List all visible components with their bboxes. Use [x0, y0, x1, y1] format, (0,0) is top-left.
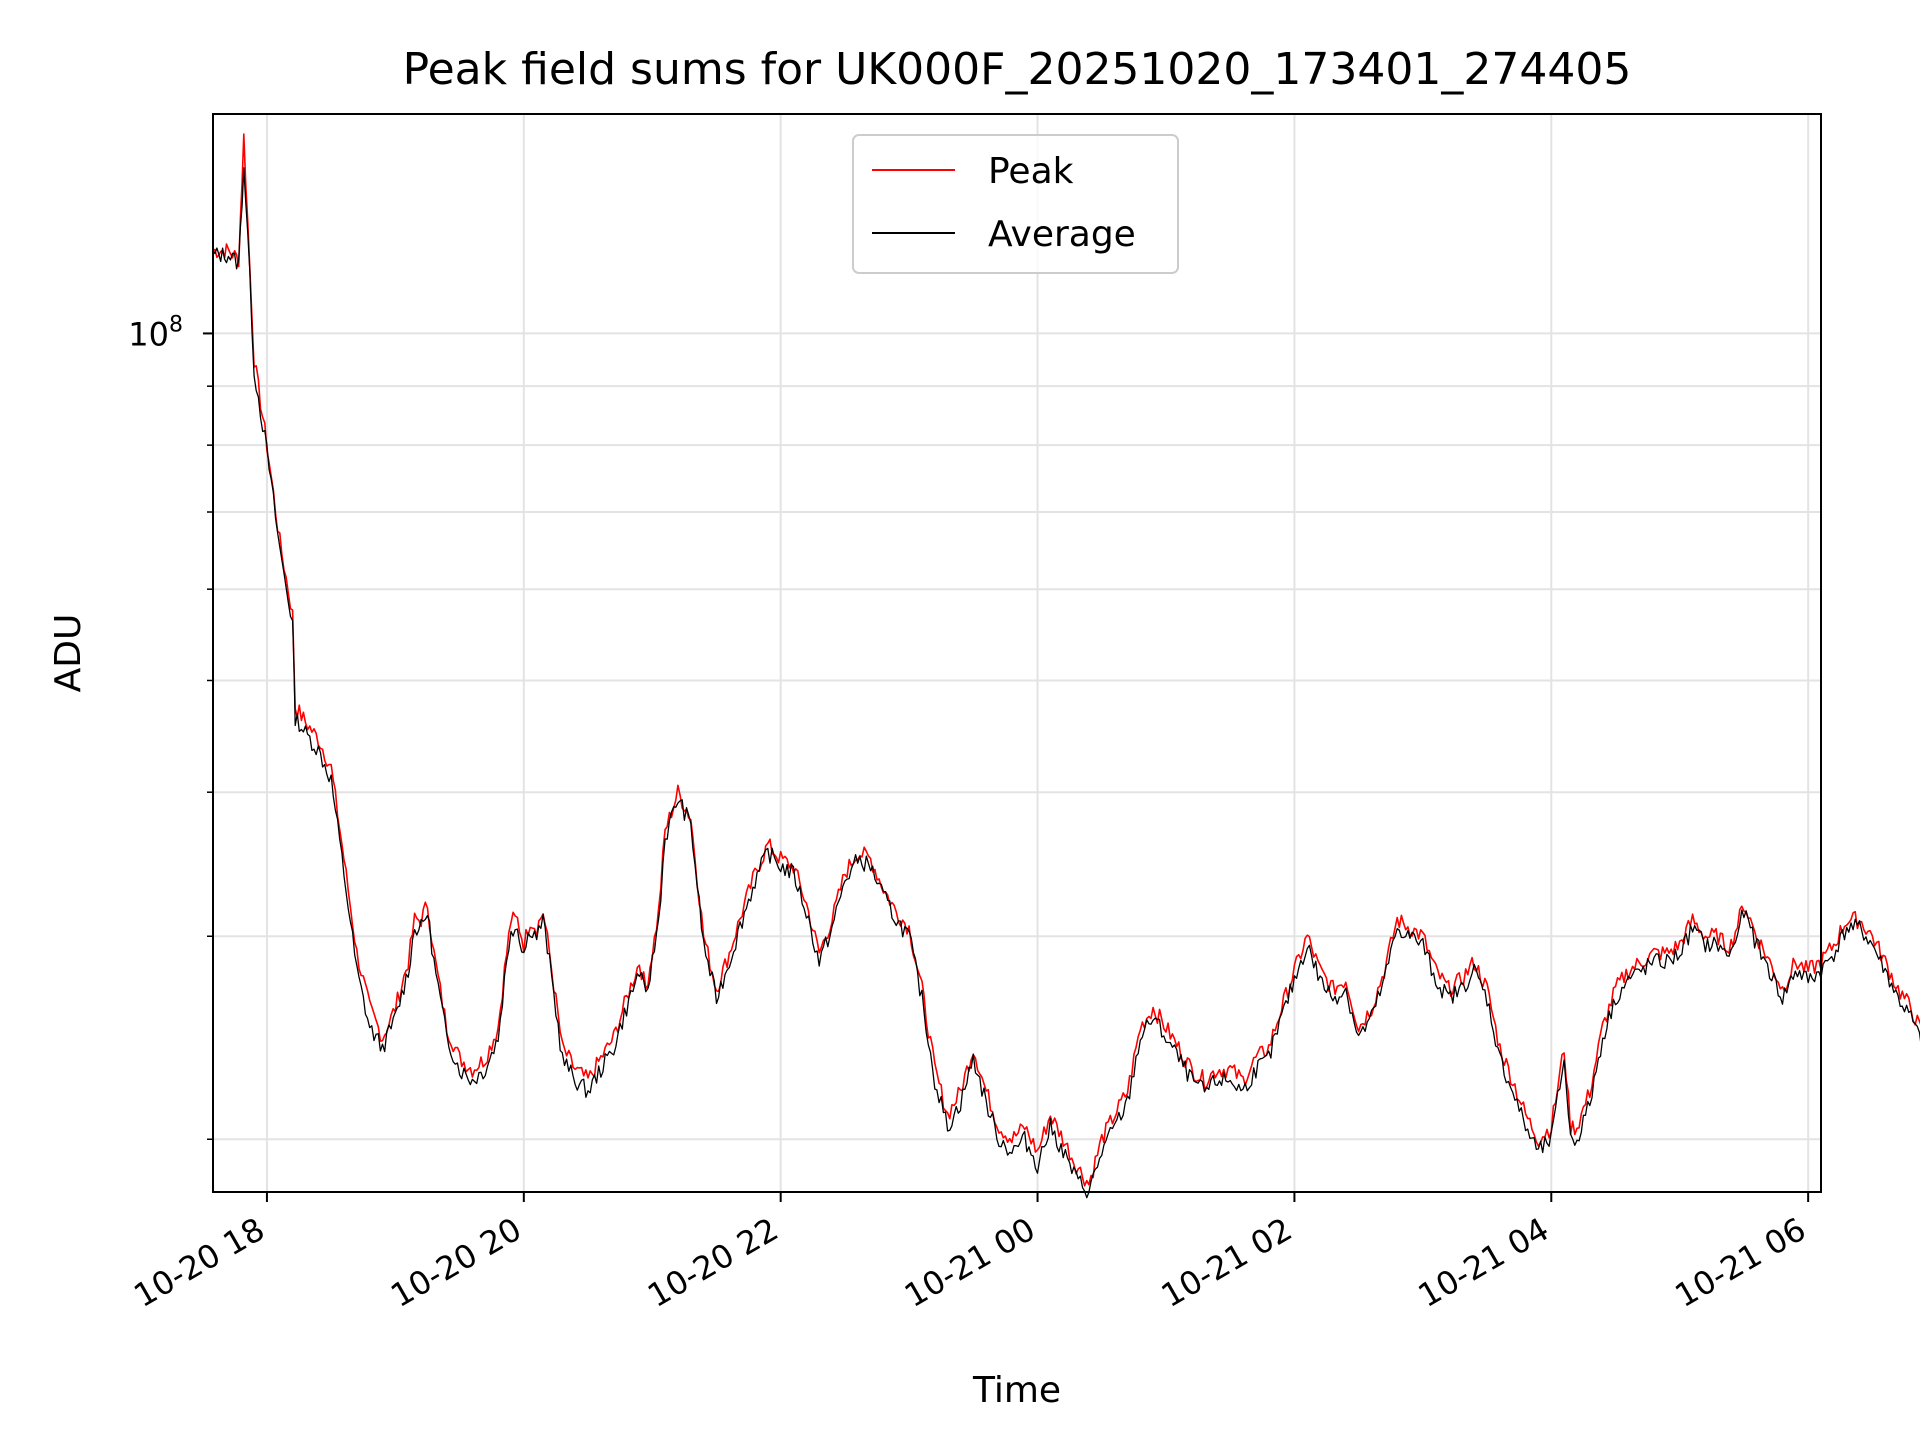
plot-lines [212, 133, 1920, 1199]
y-tick-label-base: 10 [128, 315, 169, 353]
grid [213, 114, 1821, 1192]
y-tick-label: 108 [128, 312, 183, 353]
legend-label-average: Average [988, 214, 1136, 255]
chart-title: Peak field sums for UK000F_20251020_1734… [403, 44, 1632, 95]
series-line-peak [212, 133, 1920, 1187]
legend[interactable]: Peak Average [852, 134, 1179, 274]
y-axis-label: ADU [48, 614, 89, 693]
legend-label-peak: Peak [988, 151, 1074, 192]
series-line-average [212, 167, 1920, 1199]
y-tick-label-exponent: 8 [169, 312, 183, 337]
x-axis-label: Time [972, 1370, 1061, 1411]
plot-frame [212, 113, 1822, 1193]
